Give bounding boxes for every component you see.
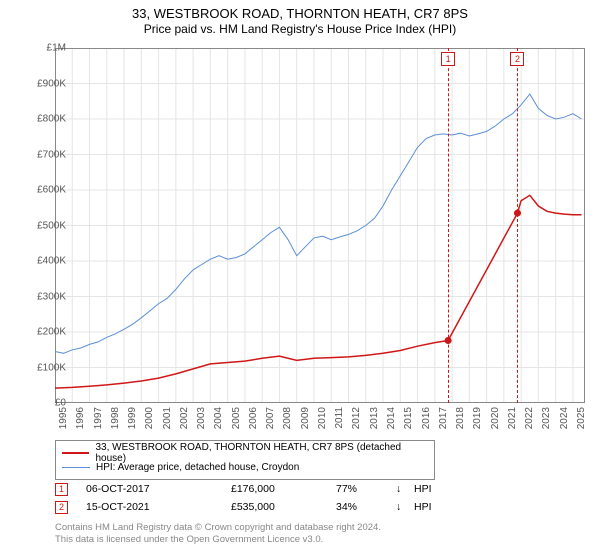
x-tick-label: 2016: [421, 407, 432, 429]
y-tick-label: £800K: [37, 114, 66, 125]
y-tick-label: £700K: [37, 149, 66, 160]
transaction-price: £535,000: [231, 501, 336, 513]
x-tick-label: 1997: [93, 407, 104, 429]
y-tick-label: £200K: [37, 327, 66, 338]
sale-marker-line: [517, 48, 518, 403]
transaction-vs: HPI: [414, 483, 432, 495]
x-tick-label: 1995: [58, 407, 69, 429]
sale-marker-line: [448, 48, 449, 403]
x-tick-label: 2013: [369, 407, 380, 429]
x-tick-label: 2019: [472, 407, 483, 429]
sale-marker-box: 1: [441, 52, 455, 66]
transaction-vs: HPI: [414, 501, 432, 513]
footer-line1: Contains HM Land Registry data © Crown c…: [55, 522, 381, 534]
x-tick-label: 2020: [490, 407, 501, 429]
transaction-row: 1 06-OCT-2017£176,00077%↓HPI: [55, 480, 545, 498]
y-tick-label: £400K: [37, 256, 66, 267]
x-tick-label: 2002: [179, 407, 190, 429]
y-tick-label: £900K: [37, 78, 66, 89]
legend-swatch-hpi: [62, 467, 90, 469]
transaction-marker: 1: [55, 483, 68, 496]
y-tick-label: £600K: [37, 185, 66, 196]
transaction-date: 06-OCT-2017: [86, 483, 231, 495]
footer-line2: This data is licensed under the Open Gov…: [55, 534, 381, 546]
legend-label-hpi: HPI: Average price, detached house, Croy…: [96, 462, 299, 473]
x-tick-label: 1996: [75, 407, 86, 429]
x-tick-label: 2009: [300, 407, 311, 429]
x-tick-label: 2010: [317, 407, 328, 429]
x-tick-label: 2017: [438, 407, 449, 429]
x-tick-label: 2025: [576, 407, 587, 429]
down-arrow-icon: ↓: [396, 501, 414, 513]
x-tick-label: 2021: [507, 407, 518, 429]
legend-row-subject: 33, WESTBROOK ROAD, THORNTON HEATH, CR7 …: [62, 445, 428, 460]
down-arrow-icon: ↓: [396, 483, 414, 495]
transaction-date: 15-OCT-2021: [86, 501, 231, 513]
y-tick-label: £1M: [47, 43, 66, 54]
title-subtitle: Price paid vs. HM Land Registry's House …: [0, 22, 600, 37]
transaction-row: 2 15-OCT-2021£535,00034%↓HPI: [55, 498, 545, 516]
transactions-table: 1 06-OCT-2017£176,00077%↓HPI 2 15-OCT-2021£…: [55, 480, 545, 516]
legend-swatch-subject: [62, 452, 89, 454]
sale-marker-box: 2: [510, 52, 524, 66]
x-tick-label: 2024: [559, 407, 570, 429]
x-tick-label: 2001: [162, 407, 173, 429]
x-tick-label: 2011: [334, 407, 345, 429]
line-chart-svg: [55, 48, 585, 403]
x-tick-label: 1999: [127, 407, 138, 429]
x-tick-label: 2004: [213, 407, 224, 429]
y-tick-label: £100K: [37, 362, 66, 373]
series-legend: 33, WESTBROOK ROAD, THORNTON HEATH, CR7 …: [55, 440, 435, 480]
legend-label-subject: 33, WESTBROOK ROAD, THORNTON HEATH, CR7 …: [95, 442, 428, 464]
title-address: 33, WESTBROOK ROAD, THORNTON HEATH, CR7 …: [0, 6, 600, 22]
x-tick-label: 2018: [455, 407, 466, 429]
transaction-price: £176,000: [231, 483, 336, 495]
x-tick-label: 2007: [265, 407, 276, 429]
x-tick-label: 2005: [231, 407, 242, 429]
x-tick-label: 2006: [248, 407, 259, 429]
x-tick-label: 2003: [196, 407, 207, 429]
chart-plot-area: [55, 48, 585, 403]
x-tick-label: 2012: [351, 407, 362, 429]
y-tick-label: £500K: [37, 220, 66, 231]
y-tick-label: £300K: [37, 291, 66, 302]
transaction-pct: 77%: [336, 483, 396, 495]
x-tick-label: 2000: [144, 407, 155, 429]
transaction-pct: 34%: [336, 501, 396, 513]
transaction-marker: 2: [55, 501, 68, 514]
x-tick-label: 2015: [403, 407, 414, 429]
x-tick-label: 1998: [110, 407, 121, 429]
x-tick-label: 2014: [386, 407, 397, 429]
x-tick-label: 2008: [282, 407, 293, 429]
x-tick-label: 2023: [541, 407, 552, 429]
footer-attribution: Contains HM Land Registry data © Crown c…: [55, 522, 381, 547]
x-tick-label: 2022: [524, 407, 535, 429]
chart-title-block: 33, WESTBROOK ROAD, THORNTON HEATH, CR7 …: [0, 0, 600, 37]
